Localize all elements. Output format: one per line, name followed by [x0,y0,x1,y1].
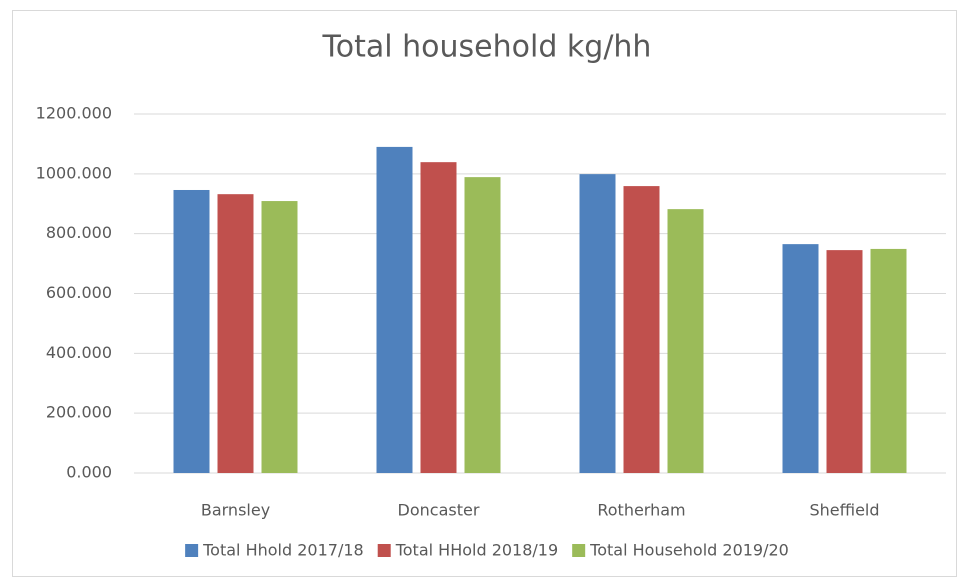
y-tick-label: 600.000 [46,283,112,302]
bar [623,186,660,473]
bar [579,174,616,473]
bar [173,189,210,473]
bar [217,194,254,473]
x-tick-label: Rotherham [597,501,685,520]
legend-swatch [572,544,586,557]
bar [782,244,819,473]
chart-title: Total household kg/hh [322,30,652,65]
legend-swatch [185,544,199,557]
legend-swatch [377,544,391,557]
x-tick-label: Sheffield [809,501,879,520]
y-tick-label: 400.000 [46,343,112,362]
legend-label: Total Household 2019/20 [589,541,789,560]
y-tick-label: 0.000 [66,463,112,482]
bar [870,248,907,473]
bar [420,162,457,473]
bar [667,209,704,473]
y-tick-label: 800.000 [46,223,112,242]
x-tick-label: Barnsley [201,501,270,520]
legend-label: Total Hhold 2017/18 [202,541,364,560]
y-tick-label: 1200.000 [36,104,112,123]
bar [261,201,298,473]
bar [464,177,501,474]
bar [826,250,863,473]
y-tick-label: 200.000 [46,403,112,422]
bar [376,146,413,474]
legend-label: Total HHold 2018/19 [395,541,558,560]
x-tick-label: Doncaster [398,501,480,520]
y-tick-label: 1000.000 [36,163,112,182]
